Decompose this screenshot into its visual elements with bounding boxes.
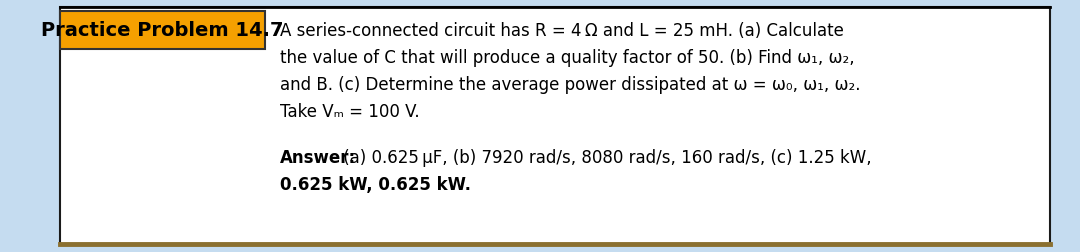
Text: A series-connected circuit has R = 4 Ω and L = 25 mH. (a) Calculate: A series-connected circuit has R = 4 Ω a…: [280, 22, 843, 40]
Text: the value of C that will produce a quality factor of 50. (b) Find ω₁, ω₂,: the value of C that will produce a quali…: [280, 49, 854, 67]
Text: Answer:: Answer:: [280, 148, 356, 166]
Text: (a) 0.625 μF, (b) 7920 rad/s, 8080 rad/s, 160 rad/s, (c) 1.25 kW,: (a) 0.625 μF, (b) 7920 rad/s, 8080 rad/s…: [338, 148, 872, 166]
Text: Practice Problem 14.7: Practice Problem 14.7: [41, 21, 284, 40]
Text: Take Vₘ = 100 V.: Take Vₘ = 100 V.: [280, 103, 420, 120]
Text: and B. (c) Determine the average power dissipated at ω = ω₀, ω₁, ω₂.: and B. (c) Determine the average power d…: [280, 76, 861, 94]
Text: 0.625 kW, 0.625 kW.: 0.625 kW, 0.625 kW.: [280, 175, 471, 193]
Bar: [60, 12, 265, 50]
